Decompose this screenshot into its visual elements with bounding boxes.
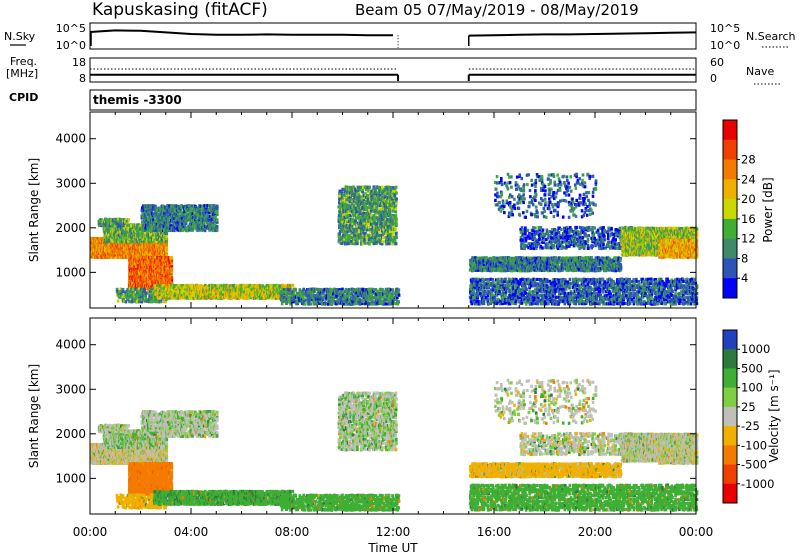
- power-cell: [216, 219, 219, 222]
- power-cell: [159, 228, 162, 231]
- power-cell: [122, 290, 125, 293]
- nsky-tick-bottom: 10^0: [56, 39, 86, 52]
- power-cell: [204, 229, 207, 232]
- nsearch-tick-bottom: 10^0: [710, 39, 740, 52]
- nsky-line-segment: [469, 32, 696, 35]
- power-cell: [117, 299, 120, 302]
- nsky-line-segment: [90, 30, 393, 35]
- nsearch-tick-top: 10^5: [710, 22, 740, 35]
- power-cell: [117, 224, 120, 227]
- nave-tick-bottom: 0: [710, 72, 717, 85]
- power-cell: [171, 276, 174, 279]
- freq-label-line2: [MHz]: [6, 67, 38, 80]
- freq-tick-top: 18: [72, 56, 86, 69]
- power-cell: [171, 256, 174, 259]
- freq-panel: Freq. [MHz] 18 8 60 0 Nave: [6, 55, 782, 85]
- nsky-tick-top: 10^5: [56, 22, 86, 35]
- cpid-panel: CPID themis -3300: [9, 90, 696, 110]
- nsearch-label: N.Search: [746, 30, 796, 43]
- power-cell: [144, 294, 147, 297]
- beam-date-title: Beam 05 07/May/2019 - 08/May/2019: [355, 1, 639, 19]
- power-cell: [171, 268, 174, 271]
- freq-tick-bottom: 8: [79, 72, 86, 85]
- nave-tick-top: 60: [710, 56, 724, 69]
- freq-frame: [90, 58, 696, 82]
- power-cells: [90, 173, 698, 306]
- nsky-label: N.Sky: [4, 30, 36, 43]
- nave-label: Nave: [746, 65, 774, 78]
- freq-lines: [90, 69, 696, 81]
- power-cell: [184, 226, 187, 229]
- power-cell: [165, 243, 168, 246]
- power-cell: [165, 235, 168, 238]
- power-cell: [216, 205, 219, 208]
- power-cell: [182, 229, 185, 232]
- cpid-program: themis -3300: [93, 93, 182, 107]
- nsky-panel: N.Sky 10^5 10^0 10^5 10^0 N.Search: [4, 22, 796, 52]
- power-cell: [165, 240, 168, 243]
- cpid-label: CPID: [9, 91, 38, 104]
- power-cell: [156, 292, 159, 295]
- power-cell: [128, 218, 131, 221]
- nsky-lines: [90, 30, 696, 48]
- power-cell: [127, 224, 130, 227]
- station-title: Kapuskasing (fitACF): [92, 0, 268, 20]
- power-cell: [166, 232, 169, 235]
- power-cell: [216, 225, 219, 228]
